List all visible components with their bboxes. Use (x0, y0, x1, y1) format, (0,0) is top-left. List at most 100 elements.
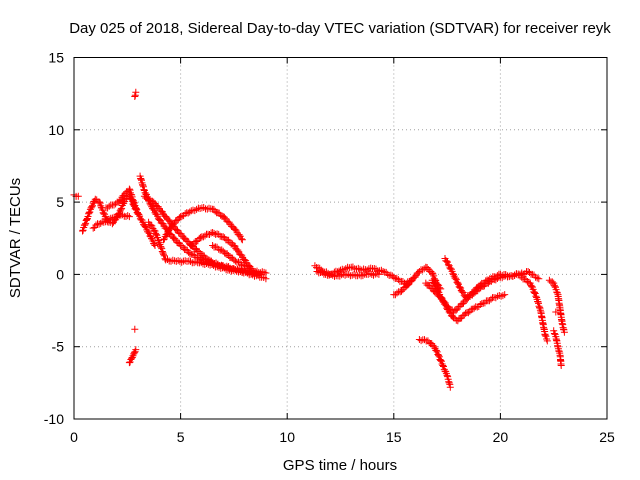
y-tick-label: -10 (44, 411, 64, 427)
data-point-interp (160, 252, 168, 260)
data-point-interp (193, 205, 201, 213)
data-point-interp (442, 370, 450, 378)
data-point-interp (473, 284, 481, 292)
y-tick-label: 15 (48, 50, 64, 66)
data-point-interp (152, 231, 160, 239)
data-point-interp (150, 239, 158, 247)
data-point-interp (253, 267, 261, 275)
data-point-interp (110, 201, 118, 209)
data-point-interp (157, 243, 165, 251)
data-point-interp (92, 221, 100, 229)
data-point (535, 275, 543, 283)
data-point-interp (543, 335, 551, 343)
data-point (435, 351, 443, 359)
data-point-interp (213, 263, 221, 271)
chart-title: Day 025 of 2018, Sidereal Day-to-day VTE… (69, 20, 611, 37)
data-point-interp (436, 356, 444, 363)
data-point-interp (181, 234, 189, 242)
data-point-interp (186, 250, 194, 258)
data-point-interp (85, 210, 93, 218)
data-point-interp (532, 273, 540, 281)
data-point-interp (158, 245, 166, 253)
data-point-interp (467, 305, 475, 313)
data-point-interp (248, 266, 256, 274)
data-point-interp (511, 271, 519, 279)
data-point-interp (532, 292, 540, 300)
data-point-interp (233, 267, 241, 275)
data-point-interp (159, 249, 167, 257)
data-point-interp (89, 199, 97, 207)
data-point (131, 325, 139, 333)
data-point-interp (223, 250, 231, 258)
data-point-interp (116, 197, 124, 205)
data-point-interp (202, 254, 210, 262)
data-point-interp (370, 271, 377, 279)
data-point-interp (443, 304, 451, 312)
data-point (454, 279, 462, 287)
data-point-interp (107, 214, 115, 222)
data-point-interp (105, 215, 113, 223)
data-point-interp (85, 209, 93, 217)
data-point-interp (335, 267, 343, 275)
data-point-interp (516, 270, 524, 278)
data-point-interp (164, 256, 171, 263)
data-point-interp (437, 357, 445, 364)
data-point-interp (148, 197, 156, 205)
data-point-interp (237, 235, 245, 243)
data-point-interp (456, 283, 464, 291)
data-point-interp (393, 289, 401, 297)
data-point-interp (484, 276, 492, 284)
data-point-interp (135, 211, 143, 218)
data-point (379, 268, 387, 275)
x-tick-label: 10 (279, 429, 295, 445)
data-point-interp (114, 212, 121, 220)
data-point-interp (105, 202, 113, 210)
data-point-interp (88, 203, 96, 211)
data-point-interp (129, 196, 137, 204)
data-point-interp (363, 266, 371, 274)
data-point-interp (120, 192, 128, 199)
data-point-interp (393, 274, 401, 282)
data-point-interp (140, 186, 148, 194)
data-point-interp (104, 204, 112, 212)
data-point-interp (210, 262, 218, 269)
data-point-interp (470, 304, 478, 312)
data-point-interp (485, 297, 493, 305)
data-point-interp (141, 223, 149, 230)
data-point-interp (523, 268, 530, 276)
data-point-interp (398, 287, 405, 295)
data-point (545, 276, 553, 284)
data-point-interp (234, 246, 242, 254)
data-point-interp (551, 330, 559, 338)
data-point-interp (119, 211, 127, 219)
x-axis-label: GPS time / hours (283, 457, 397, 474)
data-point-interp (355, 271, 363, 279)
data-point-interp (169, 221, 177, 229)
data-point-interp (497, 292, 505, 300)
data-point-interp (97, 219, 105, 227)
data-point-interp (206, 231, 213, 238)
data-point-interp (118, 204, 126, 212)
data-point (209, 242, 217, 249)
data-point-interp (128, 354, 136, 361)
y-tick-label: 10 (48, 122, 64, 138)
data-point-interp (533, 274, 541, 282)
data-point-interp (149, 225, 157, 232)
data-point-interp (502, 271, 510, 278)
data-point-interp (430, 279, 438, 287)
data-point-interp (235, 231, 243, 239)
data-point-interp (446, 380, 454, 388)
data-point-interp (478, 300, 486, 308)
data-point (439, 362, 447, 369)
data-point-interp (200, 204, 208, 211)
data-point-interp (432, 284, 440, 292)
data-point-interp (132, 205, 140, 212)
data-point-interp (238, 261, 245, 269)
data-point-interp (178, 258, 186, 266)
data-point-interp (144, 228, 152, 236)
data-point-interp (320, 270, 328, 278)
y-axis-label: SDTVAR / TECUs (7, 178, 24, 298)
data-point-interp (338, 265, 346, 273)
data-point-interp (131, 91, 139, 99)
data-point-interp (523, 278, 531, 285)
